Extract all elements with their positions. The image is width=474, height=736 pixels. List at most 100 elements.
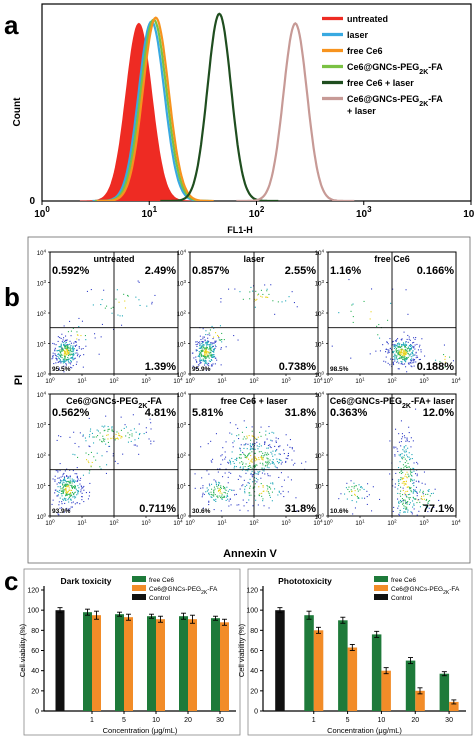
x-tick-label: 20 bbox=[184, 717, 192, 724]
nanocluster-bar bbox=[92, 615, 101, 711]
y-axis-title: Cell viability (%) bbox=[18, 623, 27, 677]
x-tick-label: 1 bbox=[90, 717, 94, 724]
y-tick-label: 104 bbox=[37, 391, 47, 400]
y-tick-label: 103 bbox=[37, 279, 47, 288]
quadrant-lower-left: 95.5% bbox=[52, 366, 71, 373]
quadrant-lower-left: 30.6% bbox=[192, 508, 211, 515]
x-tick-label: 5 bbox=[346, 717, 350, 724]
x-tick-label: 101 bbox=[77, 377, 87, 386]
y-tick-label: 102 bbox=[315, 310, 325, 319]
histogram-legend: untreated laser free Ce6 Ce6@GNCs-PEG2K-FA f… bbox=[322, 14, 443, 116]
free-ce6-bar bbox=[338, 620, 348, 712]
nanocluster-bar bbox=[188, 619, 197, 711]
flow-plot-title: free Ce6 bbox=[374, 254, 410, 264]
legend-label: untreated bbox=[347, 14, 388, 24]
legend-label: free Ce6 bbox=[149, 577, 174, 584]
y-tick-label: 100 bbox=[315, 371, 325, 380]
x-tick-label: 30 bbox=[216, 717, 224, 724]
histogram-axes: 0 Count FL1-H bbox=[12, 97, 253, 235]
y-tick-label: 120 bbox=[27, 588, 39, 595]
legend-swatch bbox=[374, 585, 388, 591]
y-tick-label: 104 bbox=[315, 391, 325, 400]
legend-swatch bbox=[374, 576, 388, 582]
flow-plot-title: Ce6@GNCs-PEG2K-FA bbox=[66, 396, 162, 410]
chart-title: Dark toxicity bbox=[60, 576, 111, 586]
y-tick-label: 101 bbox=[177, 482, 187, 491]
flow-dots bbox=[194, 420, 307, 512]
x-tick-label: 5 bbox=[122, 717, 126, 724]
y-tick-label: 40 bbox=[31, 668, 39, 675]
histogram-series-2 bbox=[96, 16, 214, 201]
legend-label-line2: + laser bbox=[347, 106, 376, 116]
nanocluster-bar bbox=[415, 690, 425, 711]
quadrant-lower-left: 93.9% bbox=[52, 508, 71, 515]
panel-a-letter: a bbox=[4, 10, 19, 40]
y-tick-label: 20 bbox=[31, 688, 39, 695]
quadrant-upper-left: 0.857% bbox=[192, 265, 230, 277]
free-ce6-bar bbox=[83, 612, 92, 711]
free-ce6-bar bbox=[304, 615, 314, 711]
legend-swatch bbox=[374, 594, 388, 600]
flow-panel-frame bbox=[27, 236, 471, 564]
flow-plot-title: untreated bbox=[93, 254, 134, 264]
legend-label: Control bbox=[149, 595, 171, 602]
quadrant-upper-right: 31.8% bbox=[285, 407, 316, 419]
chart-title: Phototoxicity bbox=[278, 576, 332, 586]
nanocluster-bar bbox=[156, 619, 165, 711]
x-tick-label: 1 bbox=[312, 717, 316, 724]
x-tick-label: 103 bbox=[141, 377, 151, 386]
nanocluster-bar bbox=[449, 701, 459, 711]
quadrant-lower-right: 1.39% bbox=[145, 361, 176, 373]
quadrant-lower-left: 10.6% bbox=[330, 508, 349, 515]
y-tick-label: 101 bbox=[37, 340, 47, 349]
legend-swatch bbox=[132, 585, 146, 591]
y-tick-label: 104 bbox=[177, 391, 187, 400]
y-tick-label: 103 bbox=[37, 421, 47, 430]
x-tick-label: 103 bbox=[419, 519, 429, 528]
x-tick-label: 104 bbox=[173, 519, 183, 528]
x-tick-label: 104 bbox=[173, 377, 183, 386]
x-tick-label: 100 bbox=[45, 377, 55, 386]
quadrant-upper-left: 1.16% bbox=[330, 265, 361, 277]
x-tick-label: 102 bbox=[387, 519, 397, 528]
quadrant-lower-right: 77.1% bbox=[423, 503, 454, 515]
y-tick-label: 101 bbox=[315, 340, 325, 349]
legend-swatch bbox=[132, 576, 146, 582]
panel-b-letter: b bbox=[4, 282, 20, 312]
free-ce6-bar bbox=[179, 616, 188, 711]
x-tick-label: 103 bbox=[419, 377, 429, 386]
quadrant-upper-right: 2.55% bbox=[285, 265, 316, 277]
quadrant-lower-right: 0.738% bbox=[279, 361, 317, 373]
nanocluster-bar bbox=[313, 630, 324, 711]
y-tick-label: 103 bbox=[315, 279, 325, 288]
y-tick-label: 0 bbox=[35, 709, 39, 716]
bar-chart-frame bbox=[23, 568, 241, 736]
flow-plot: Ce6@GNCs-PEG2K-FA0.562% 4.81% 93.9% 0.711% 1… bbox=[37, 391, 183, 528]
x-tick-label: 102 bbox=[249, 377, 259, 386]
legend-label: Ce6@GNCs-PEG2K-FA bbox=[347, 62, 443, 76]
y-tick-label: 60 bbox=[31, 648, 39, 655]
legend-label: free Ce6 bbox=[347, 46, 383, 56]
x-tick-label: 102 bbox=[109, 519, 119, 528]
legend-label: Ce6@GNCs-PEG2K-FA bbox=[347, 94, 443, 108]
nanocluster-bar bbox=[124, 617, 133, 711]
quadrant-lower-left: 95.9% bbox=[192, 366, 211, 373]
legend-label: Ce6@GNCs-PEG2K-FA bbox=[149, 586, 218, 596]
x-tick-label: 101 bbox=[355, 377, 365, 386]
x-tick-label: 104 bbox=[313, 519, 323, 528]
flow-dots bbox=[331, 279, 454, 373]
x-tick-label: 102 bbox=[249, 519, 259, 528]
x-tick-label: 101 bbox=[217, 377, 227, 386]
y-tick-label: 102 bbox=[177, 452, 187, 461]
y-tick-label: 100 bbox=[37, 513, 47, 522]
legend-label: free Ce6 + laser bbox=[347, 78, 414, 88]
y-tick-label: 104 bbox=[177, 249, 187, 258]
flow-dots bbox=[191, 284, 298, 371]
quadrant-upper-left: 0.363% bbox=[330, 407, 368, 419]
